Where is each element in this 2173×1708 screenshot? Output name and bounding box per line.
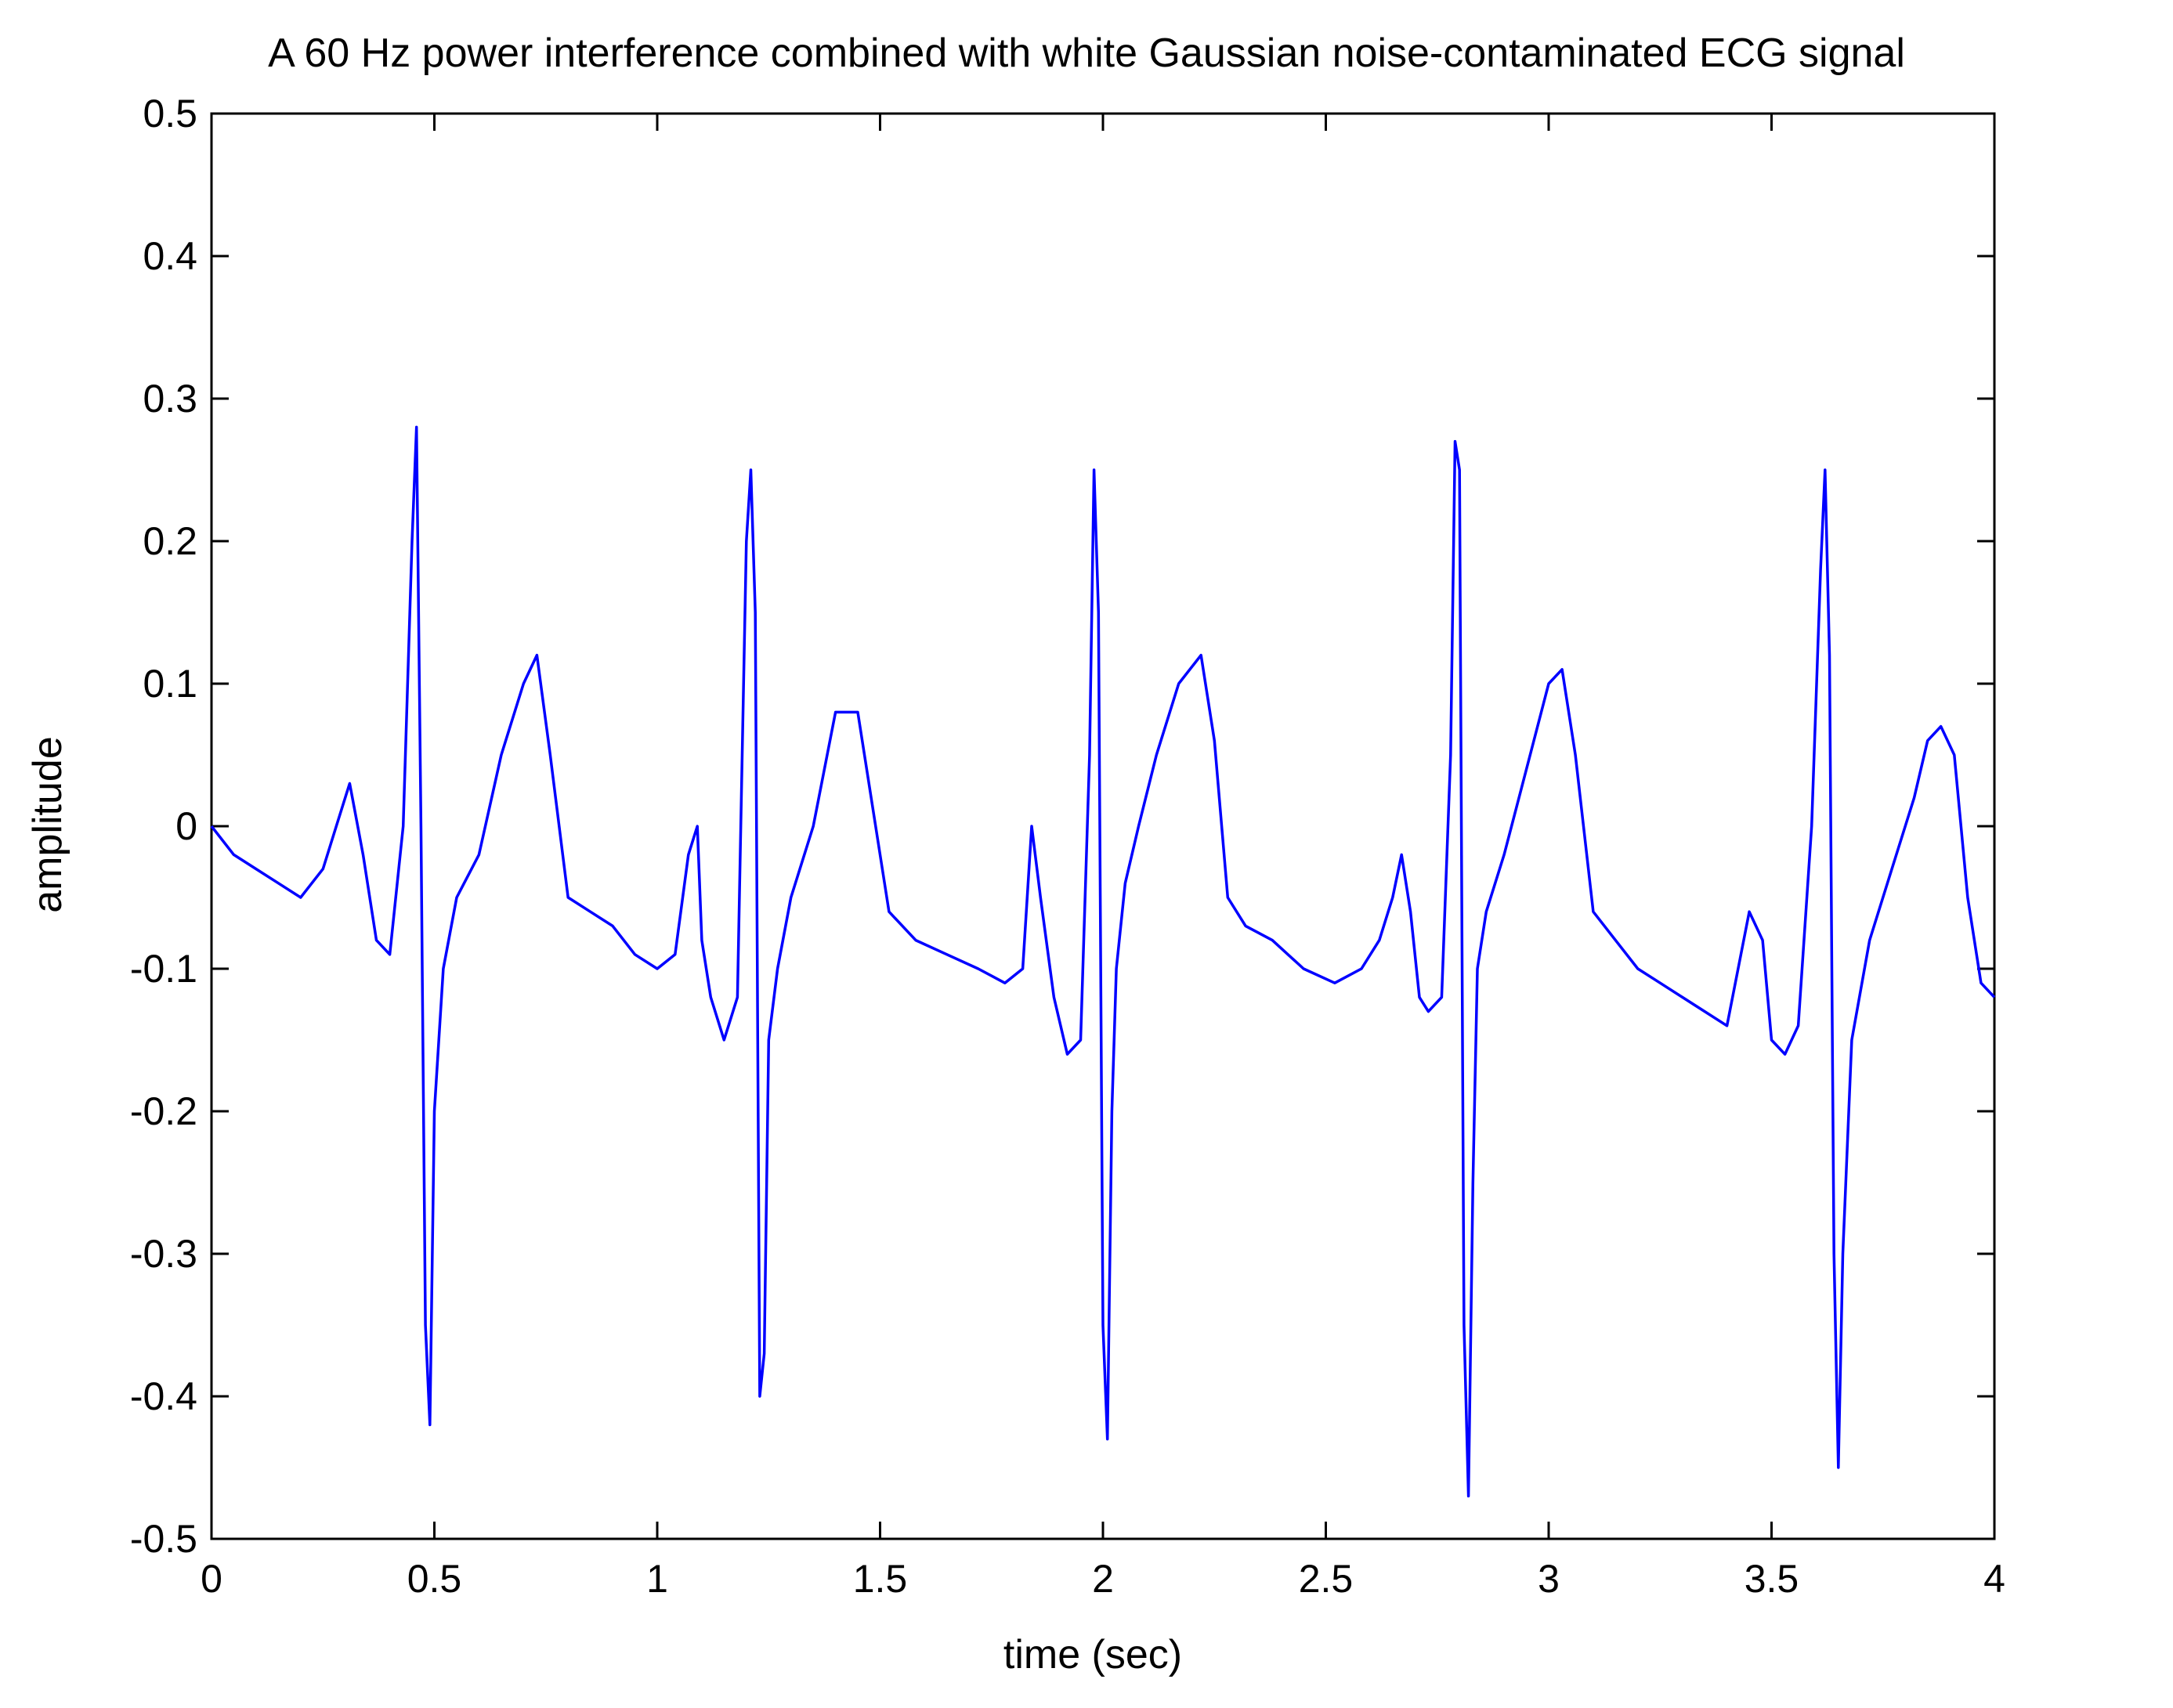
y-tick-label: -0.3 bbox=[130, 1232, 197, 1276]
x-tick-label: 3 bbox=[1538, 1557, 1560, 1601]
x-tick-label: 3.5 bbox=[1745, 1557, 1799, 1601]
y-tick-label: -0.5 bbox=[130, 1517, 197, 1561]
x-tick-label: 1.5 bbox=[853, 1557, 908, 1601]
axis-ticks bbox=[210, 112, 1996, 1540]
x-axis-label: time (sec) bbox=[1003, 1632, 1182, 1677]
y-tick-label: 0.5 bbox=[143, 92, 197, 135]
x-tick-label: 1 bbox=[646, 1557, 668, 1601]
x-tick-label: 4 bbox=[1983, 1557, 2005, 1601]
y-tick-label: 0.3 bbox=[143, 377, 197, 421]
y-tick-label: 0 bbox=[175, 804, 197, 848]
y-tick-label: -0.1 bbox=[130, 947, 197, 991]
chart-title: A 60 Hz power interference combined with… bbox=[268, 31, 1905, 76]
y-tick-label: 0.1 bbox=[143, 662, 197, 706]
y-tick-label: 0.4 bbox=[143, 234, 197, 278]
y-tick-label: -0.4 bbox=[130, 1374, 197, 1418]
y-tick-label: -0.2 bbox=[130, 1089, 197, 1133]
x-tick-label: 0.5 bbox=[407, 1557, 462, 1601]
x-tick-label: 2.5 bbox=[1299, 1557, 1354, 1601]
y-axis-label: amplitude bbox=[25, 736, 71, 912]
ecg-signal-line bbox=[210, 425, 1996, 1498]
plot-area: 0 0.5 1 1.5 2 2.5 3 3.5 4 0.5 0.4 0.3 0.2 0.1 0 -0.1 -0.… bbox=[130, 92, 2005, 1601]
y-tick-label: 0.2 bbox=[143, 519, 197, 563]
x-tick-label: 2 bbox=[1092, 1557, 1114, 1601]
axis-tick-labels: 0 0.5 1 1.5 2 2.5 3 3.5 4 0.5 0.4 0.3 0.2 0.1 0 -0.1 -0.… bbox=[130, 92, 2005, 1601]
x-tick-label: 0 bbox=[201, 1557, 222, 1601]
